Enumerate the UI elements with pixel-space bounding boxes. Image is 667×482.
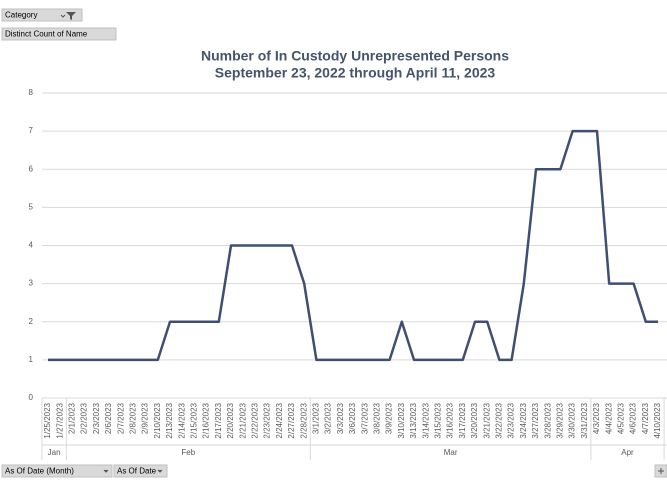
x-tick-label: 2/28/2023 — [299, 402, 308, 438]
y-tick-label: 7 — [29, 126, 34, 135]
x-tick-label: 3/31/2023 — [580, 402, 589, 438]
axis-button-label: As Of Date — [117, 467, 157, 476]
x-tick-label: 2/2/2023 — [80, 402, 89, 434]
expand-button[interactable] — [654, 464, 667, 478]
x-tick-label: 4/6/2023 — [629, 402, 638, 434]
x-tick-label: 2/24/2023 — [275, 402, 284, 438]
plus-icon — [658, 468, 664, 474]
x-tick-label: 2/14/2023 — [177, 402, 186, 438]
x-tick-label: 2/20/2023 — [226, 402, 235, 438]
value-button[interactable]: Distinct Count of Name — [1, 27, 117, 41]
x-tick-label: 3/22/2023 — [495, 402, 504, 438]
x-tick-label: 3/15/2023 — [434, 402, 443, 438]
x-tick-label: 2/10/2023 — [153, 402, 162, 438]
x-tick-label: 3/7/2023 — [360, 402, 369, 434]
x-tick-label: 3/6/2023 — [348, 402, 357, 434]
y-tick-label: 1 — [29, 355, 34, 364]
x-tick-label: 2/3/2023 — [92, 402, 101, 434]
x-tick-label: 1/25/2023 — [43, 402, 52, 438]
x-tick-label: 2/27/2023 — [287, 402, 296, 438]
x-tick-label: 2/23/2023 — [263, 402, 272, 438]
x-tick-label: 3/20/2023 — [470, 402, 479, 438]
x-tick-label: 3/3/2023 — [336, 402, 345, 434]
axis-button-label: As Of Date (Month) — [5, 467, 74, 476]
x-tick-label: 4/4/2023 — [604, 402, 613, 434]
month-label: Jan — [48, 448, 61, 457]
month-label: Apr — [621, 448, 634, 457]
x-tick-label: 3/16/2023 — [446, 402, 455, 438]
filter-label: Category — [5, 11, 37, 20]
month-label: Feb — [181, 448, 195, 457]
x-tick-label: 2/21/2023 — [238, 402, 247, 438]
chart-title: Number of In Custody Unrepresented Perso… — [201, 48, 509, 64]
x-tick-label: 2/9/2023 — [141, 402, 150, 434]
x-tick-label: 2/16/2023 — [202, 402, 211, 438]
x-tick-label: 3/28/2023 — [543, 402, 552, 438]
x-tick-label: 3/23/2023 — [507, 402, 516, 438]
x-tick-label: 3/27/2023 — [531, 402, 540, 438]
x-tick-label: 3/21/2023 — [482, 402, 491, 438]
dropdown-icon — [103, 469, 109, 473]
y-tick-label: 6 — [29, 164, 34, 173]
axis-button-date[interactable]: As Of Date — [113, 464, 168, 478]
x-tick-label: 3/8/2023 — [373, 402, 382, 434]
filter-icon — [66, 12, 76, 20]
x-tick-label: 4/5/2023 — [617, 402, 626, 434]
dropdown-icon — [157, 469, 163, 473]
x-tick-label: 2/6/2023 — [104, 402, 113, 434]
x-tick-label: 2/15/2023 — [190, 402, 199, 438]
y-tick-label: 3 — [29, 279, 34, 288]
x-tick-label: 3/10/2023 — [397, 402, 406, 438]
series-line — [48, 129, 658, 362]
x-tick-label: 3/30/2023 — [568, 402, 577, 438]
x-tick-label: 3/1/2023 — [312, 402, 321, 434]
y-tick-label: 0 — [29, 393, 34, 402]
x-tick-label: 4/7/2023 — [641, 402, 650, 434]
filter-button[interactable]: Category — [1, 8, 83, 22]
y-tick-label: 8 — [29, 88, 34, 97]
y-tick-label: 2 — [29, 317, 34, 326]
x-tick-label: 2/22/2023 — [251, 402, 260, 438]
x-tick-label: 2/17/2023 — [214, 402, 223, 438]
x-tick-label: 3/14/2023 — [421, 402, 430, 438]
y-tick-label: 5 — [29, 202, 34, 211]
x-tick-label: 2/7/2023 — [116, 402, 125, 434]
x-tick-label: 3/13/2023 — [409, 402, 418, 438]
dropdown-icon — [60, 14, 66, 18]
x-tick-label: 3/9/2023 — [385, 402, 394, 434]
y-tick-label: 4 — [29, 241, 34, 250]
x-tick-label: 2/8/2023 — [129, 402, 138, 434]
x-tick-label: 3/29/2023 — [556, 402, 565, 438]
axis-button-month[interactable]: As Of Date (Month) — [1, 464, 113, 478]
x-tick-label: 4/10/2023 — [653, 402, 662, 438]
x-tick-label: 2/1/2023 — [68, 402, 77, 434]
x-tick-label: 3/2/2023 — [324, 402, 333, 434]
month-label: Mar — [444, 448, 458, 457]
x-tick-label: 1/27/2023 — [55, 402, 64, 438]
value-label: Distinct Count of Name — [5, 30, 88, 39]
x-tick-label: 4/3/2023 — [592, 402, 601, 434]
chart-subtitle: September 23, 2022 through April 11, 202… — [215, 65, 496, 81]
x-tick-label: 2/13/2023 — [165, 402, 174, 438]
x-tick-label: 3/24/2023 — [519, 402, 528, 438]
x-tick-label: 3/17/2023 — [458, 402, 467, 438]
